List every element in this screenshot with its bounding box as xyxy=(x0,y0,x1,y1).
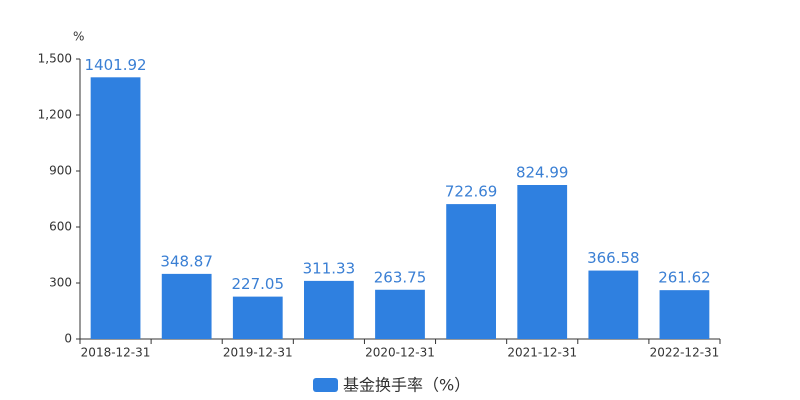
legend-label: 基金换手率（%） xyxy=(343,376,470,395)
bar xyxy=(659,290,710,339)
value-label: 227.05 xyxy=(232,275,285,293)
y-tick-label: 900 xyxy=(49,164,72,178)
bar xyxy=(517,185,568,339)
value-label: 722.69 xyxy=(445,183,498,201)
bar xyxy=(446,204,496,339)
y-tick-label: 600 xyxy=(49,220,72,234)
y-axis-label: % xyxy=(73,30,84,44)
x-tick-label: 2021-12-31 xyxy=(507,346,577,360)
x-tick-label: 2020-12-31 xyxy=(365,346,435,360)
bar xyxy=(232,296,283,339)
value-label: 1401.92 xyxy=(85,56,147,74)
value-label: 263.75 xyxy=(374,268,427,286)
bar xyxy=(161,273,212,339)
y-tick-label: 1,500 xyxy=(38,52,72,66)
bar xyxy=(90,77,141,340)
value-label: 311.33 xyxy=(303,259,356,277)
bar xyxy=(375,289,425,339)
x-tick-label: 2018-12-31 xyxy=(81,346,151,360)
value-label: 261.62 xyxy=(658,269,711,287)
y-tick-label: 1,200 xyxy=(38,108,72,122)
y-tick-label: 300 xyxy=(49,276,72,290)
value-label: 366.58 xyxy=(587,249,640,267)
x-tick-label: 2022-12-31 xyxy=(650,346,720,360)
legend-swatch xyxy=(313,378,338,392)
value-label: 824.99 xyxy=(516,164,569,182)
bar xyxy=(588,270,639,339)
x-tick-label: 2019-12-31 xyxy=(223,346,293,360)
bar xyxy=(304,280,354,339)
y-tick-label: 0 xyxy=(64,332,72,346)
value-label: 348.87 xyxy=(160,252,213,270)
